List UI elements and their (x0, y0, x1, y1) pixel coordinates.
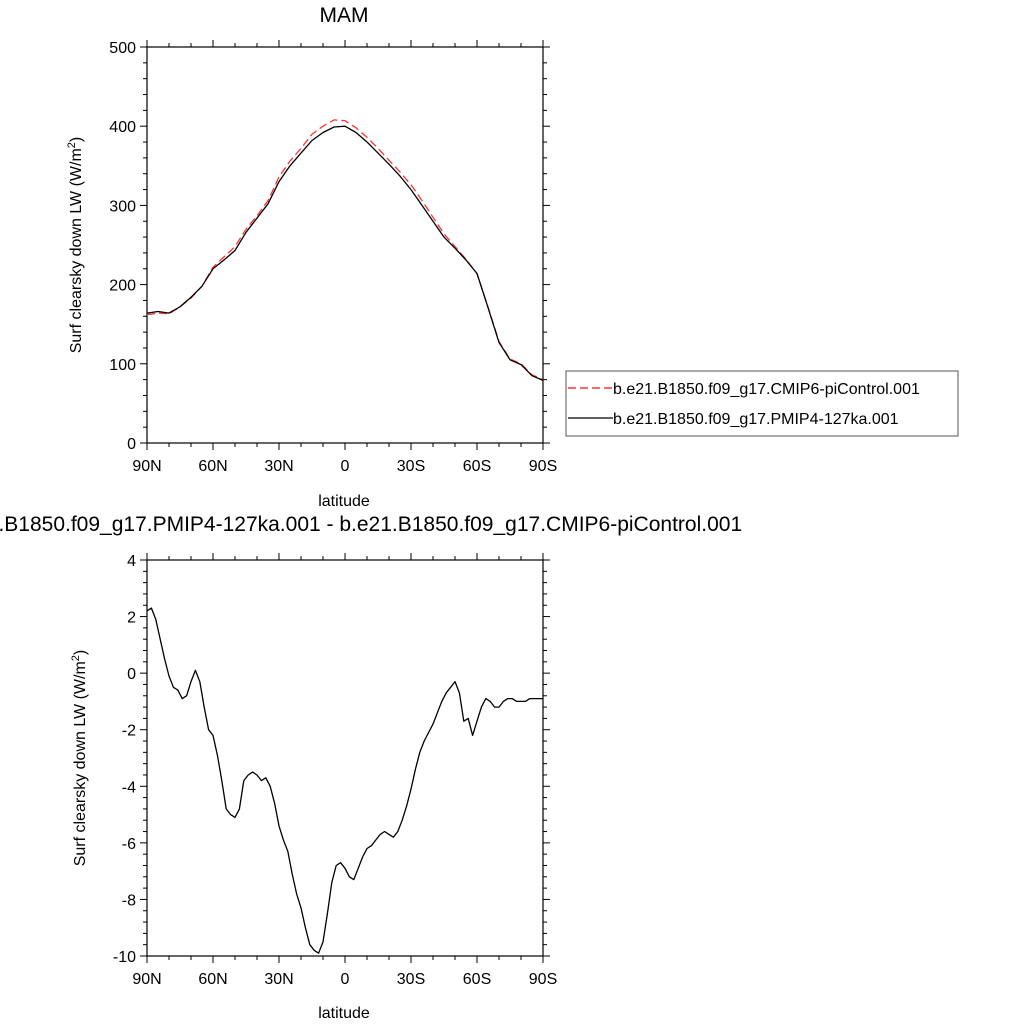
bottom-x-tick-label: 60S (463, 971, 491, 988)
top-panel: MAM 90N 60N 30N 0 30S 60S 90S 0 100 200 300 400 500… (66, 4, 959, 510)
bottom-x-axis-label: latitude (318, 1005, 370, 1022)
bottom-x-tick-labels: 90N 60N 30N 0 30S 60S 90S (132, 971, 557, 988)
top-y-axis-label-main: Surf clearsky down LW (68, 190, 85, 353)
bottom-y-axis-unit-sup: 2 (70, 655, 82, 661)
bottom-y-tick-label: -8 (122, 892, 136, 909)
bottom-x-tick-label: 90S (529, 971, 557, 988)
bottom-series-lines (146, 607, 543, 954)
legend-box (565, 370, 959, 437)
top-y-tick-labels: 0 100 200 300 400 500 (109, 40, 136, 453)
bottom-y-tick-label: 2 (127, 610, 136, 627)
top-y-axis-unit-sup: 2 (66, 142, 78, 148)
bottom-y-tick-label: 4 (127, 553, 136, 570)
bottom-x-tick-label: 30N (264, 971, 293, 988)
top-x-tick-label: 30S (397, 458, 425, 475)
bottom-y-axis-label: Surf clearsky down LW (W/m2) (70, 650, 89, 867)
bottom-y-axis-label-main: Surf clearsky down LW (72, 703, 89, 866)
top-y-tick-label: 200 (109, 278, 136, 295)
bottom-series-line-0 (146, 607, 543, 954)
bottom-panel: b.e21.B1850.f09_g17.PMIP4-127ka.001 - b.… (0, 513, 742, 1022)
top-series-lines (146, 119, 544, 381)
legend-label-picontrol: b.e21.B1850.f09_g17.CMIP6-piControl.001 (613, 381, 920, 398)
bottom-y-axis-unit: W/m (72, 661, 89, 694)
bottom-y-tick-label: -2 (122, 723, 136, 740)
top-y-tick-label: 300 (109, 198, 136, 215)
bottom-y-tick-label: -4 (122, 779, 136, 796)
top-x-tick-labels: 90N 60N 30N 0 30S 60S 90S (132, 458, 557, 475)
bottom-plot-frame (146, 559, 544, 957)
bottom-y-tick-label: -6 (122, 836, 136, 853)
bottom-y-tick-label: 0 (127, 666, 136, 683)
top-x-tick-label: 90N (132, 458, 161, 475)
bottom-x-tick-label: 0 (341, 971, 350, 988)
top-x-axis-label: latitude (318, 493, 370, 510)
top-ticks (140, 40, 550, 450)
top-y-axis-unit: W/m (68, 148, 85, 181)
top-y-tick-label: 100 (109, 357, 136, 374)
top-x-tick-label: 60N (198, 458, 227, 475)
top-plot-frame (146, 46, 544, 444)
top-x-tick-label: 90S (529, 458, 557, 475)
top-y-axis-label: Surf clearsky down LW (W/m2) (66, 137, 85, 354)
top-series-line-0 (146, 119, 544, 381)
top-x-tick-label: 60S (463, 458, 491, 475)
top-y-tick-label: 400 (109, 119, 136, 136)
top-chart-title: MAM (320, 4, 369, 27)
top-y-tick-label: 500 (109, 40, 136, 57)
top-x-tick-label: 30N (264, 458, 293, 475)
bottom-ticks (140, 553, 550, 963)
top-series-line-1 (146, 125, 544, 381)
bottom-x-tick-label: 90N (132, 971, 161, 988)
bottom-x-tick-label: 30S (397, 971, 425, 988)
bottom-y-tick-label: -10 (113, 949, 136, 966)
bottom-x-tick-label: 60N (198, 971, 227, 988)
legend: b.e21.B1850.f09_g17.CMIP6-piControl.001 … (565, 370, 959, 437)
legend-label-127ka: b.e21.B1850.f09_g17.PMIP4-127ka.001 (613, 411, 899, 428)
top-x-tick-label: 0 (341, 458, 350, 475)
bottom-chart-title: b.e21.B1850.f09_g17.PMIP4-127ka.001 - b.… (0, 513, 742, 536)
top-y-tick-label: 0 (127, 436, 136, 453)
bottom-y-tick-labels: -10 -8 -6 -4 -2 0 2 4 (113, 553, 136, 966)
